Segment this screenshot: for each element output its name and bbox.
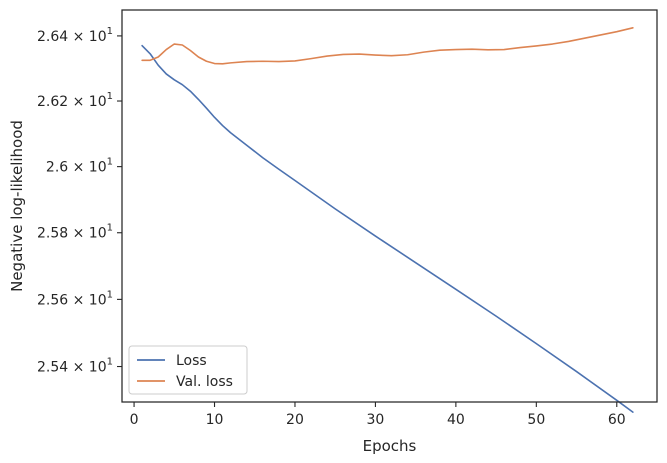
y-axis: 2.54 × 101 2.56 × 101 2.58 × 101 2.6 × 101 2… bbox=[37, 26, 122, 376]
legend-box bbox=[128, 345, 248, 395]
plot-frame bbox=[121, 9, 658, 403]
y-tick-label: 2.54 × 101 bbox=[37, 357, 113, 376]
x-tick-label: 0 bbox=[130, 412, 139, 428]
legend: Loss Val. loss bbox=[128, 345, 248, 395]
series-line-0 bbox=[141, 44, 634, 413]
plot-lines bbox=[141, 26, 634, 413]
legend-label: Loss bbox=[176, 353, 207, 369]
y-tick-label: 2.6 × 101 bbox=[46, 157, 113, 176]
y-tick-label: 2.64 × 101 bbox=[37, 26, 113, 45]
series-line-1 bbox=[141, 26, 634, 65]
x-axis: 0 10 20 30 40 50 60 bbox=[130, 402, 626, 428]
x-axis-label: Epochs bbox=[363, 437, 417, 455]
y-tick-label: 2.58 × 101 bbox=[37, 223, 113, 242]
x-tick-label: 30 bbox=[367, 412, 385, 428]
y-tick-label: 2.62 × 101 bbox=[37, 91, 113, 110]
x-tick-label: 10 bbox=[206, 412, 224, 428]
x-tick-label: 20 bbox=[286, 412, 304, 428]
legend-label: Val. loss bbox=[176, 374, 233, 390]
y-tick-label: 2.56 × 101 bbox=[37, 289, 113, 308]
y-axis-label: Negative log-likelihood bbox=[8, 120, 26, 292]
x-tick-label: 50 bbox=[527, 412, 545, 428]
x-tick-label: 40 bbox=[447, 412, 465, 428]
x-tick-label: 60 bbox=[608, 412, 626, 428]
